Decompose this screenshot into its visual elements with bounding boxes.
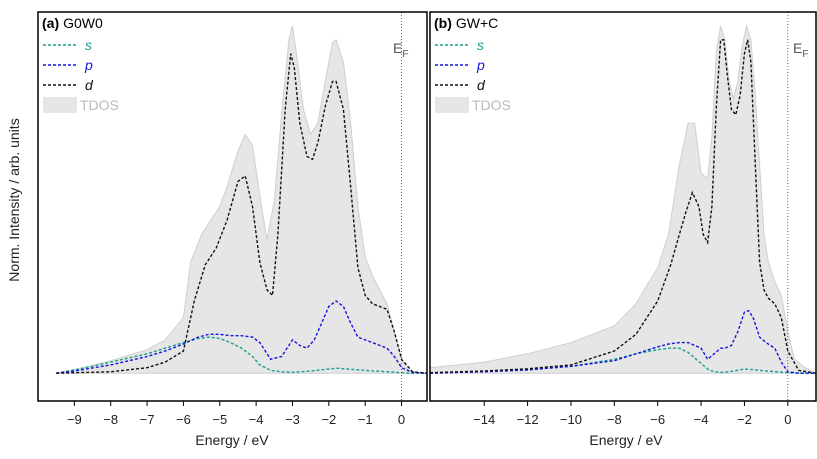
panel-a-x-tick-label: −6 xyxy=(176,412,191,427)
panel-b-legend-tdos-label: TDOS xyxy=(472,97,511,113)
panel-a-title: (a) G0W0 xyxy=(42,15,103,31)
panel-b-legend-d-label: d xyxy=(477,77,486,93)
panel-b-d-curve xyxy=(430,39,816,374)
panel-b-x-tick-label: −6 xyxy=(650,412,665,427)
panel-b-frame xyxy=(429,11,817,402)
panel-a-x-tick-label: −2 xyxy=(321,412,336,427)
panel-b-x-ticks: −14 −12 −10 −8 −6 −4 −2 0 xyxy=(473,401,791,427)
panel-b-tdos-area xyxy=(430,23,816,374)
panel-a-x-axis-label: Energy / eV xyxy=(195,432,269,448)
panel-b-legend-tdos-swatch xyxy=(435,97,469,113)
panel-b-legend-s-label: s xyxy=(477,37,484,53)
panel-b-x-tick-label: −4 xyxy=(694,412,709,427)
panel-a-p-curve xyxy=(56,300,427,374)
panel-a-label: (a) xyxy=(42,15,59,31)
panel-b-legend-p-label: p xyxy=(476,57,485,73)
panel-a-legend-p-label: p xyxy=(84,57,93,73)
y-axis-label: Norm. Intensity / arb. units xyxy=(6,118,22,281)
panel-a-x-tick-label: −8 xyxy=(103,412,118,427)
panel-a-x-tick-label: −3 xyxy=(285,412,300,427)
panel-b-x-tick-label: −2 xyxy=(737,412,752,427)
panel-b-p-curve xyxy=(430,309,816,374)
panel-a-x-tick-label: −9 xyxy=(67,412,82,427)
panel-a-legend-tdos-label: TDOS xyxy=(80,97,119,113)
panel-a-frame xyxy=(37,11,428,402)
panel-a-plot-area xyxy=(55,12,427,401)
panel-a-legend-tdos-swatch xyxy=(43,97,77,113)
panel-b-x-tick-label: −10 xyxy=(560,412,582,427)
panel-b-fermi-label: EF xyxy=(793,40,808,60)
panel-b-x-axis-label: Energy / eV xyxy=(589,432,663,448)
panel-a-s-curve xyxy=(56,336,427,374)
panel-b-x-tick-label: −8 xyxy=(607,412,622,427)
panel-b-x-tick-label: −12 xyxy=(517,412,539,427)
panel-a-d-curve xyxy=(56,53,427,374)
panel-b: −14 −12 −10 −8 −6 −4 −2 0 (b) GW+C spd TDOS EF En… xyxy=(429,11,817,448)
panel-a-x-ticks: −9 −8 −7 −6 −5 −4 −3 −2 −1 0 xyxy=(67,401,405,427)
panel-b-s-curve xyxy=(430,347,816,374)
panel-b-x-tick-label: −14 xyxy=(473,412,495,427)
panel-a-fermi-label: EF xyxy=(393,40,408,60)
panel-a-x-tick-label: −7 xyxy=(140,412,155,427)
panel-a-legend: spd TDOS xyxy=(43,37,119,113)
panel-a: −9 −8 −7 −6 −5 −4 −3 −2 −1 0 (a) G0W0 spd TDOS EF E… xyxy=(37,11,428,448)
panel-b-label: (b) xyxy=(434,15,452,31)
panel-a-x-tick-label: −1 xyxy=(358,412,373,427)
panel-b-legend: spd TDOS xyxy=(435,37,511,113)
panel-a-method: G0W0 xyxy=(63,15,103,31)
panel-b-title: (b) GW+C xyxy=(434,15,498,31)
panel-b-method: GW+C xyxy=(456,15,498,31)
panel-a-x-tick-label: 0 xyxy=(398,412,405,427)
panel-a-x-tick-label: −5 xyxy=(212,412,227,427)
panel-b-x-tick-label: 0 xyxy=(784,412,791,427)
panel-b-plot-area xyxy=(430,12,816,401)
panel-a-legend-d-label: d xyxy=(85,77,94,93)
panel-a-legend-s-label: s xyxy=(85,37,92,53)
panel-a-tdos-area xyxy=(55,25,427,374)
panel-a-x-tick-label: −4 xyxy=(249,412,264,427)
